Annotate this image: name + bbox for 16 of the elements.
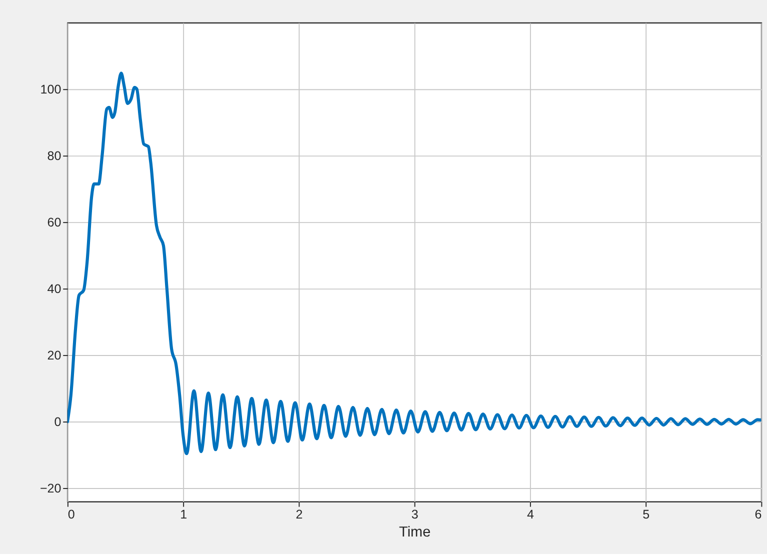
y-tick-label: 100 <box>40 82 62 96</box>
y-tick-label: −20 <box>40 482 62 496</box>
y-tick-label: 60 <box>47 215 62 230</box>
x-tick-label: 4 <box>526 507 534 522</box>
y-tick-label: 20 <box>47 348 62 363</box>
x-axis-title: Time <box>399 524 431 541</box>
y-tick-label: 40 <box>47 282 62 296</box>
x-tick-label: 2 <box>296 507 303 522</box>
x-tick-label: 3 <box>411 507 418 522</box>
x-tick-label: 5 <box>642 507 650 522</box>
x-tick-label: 1 <box>180 507 188 522</box>
y-tick-label: 80 <box>47 148 62 163</box>
y-tick-label: 0 <box>54 415 62 430</box>
x-tick-label: 6 <box>754 507 762 522</box>
x-tick-label: 0 <box>68 507 75 522</box>
line-series <box>67 72 762 456</box>
